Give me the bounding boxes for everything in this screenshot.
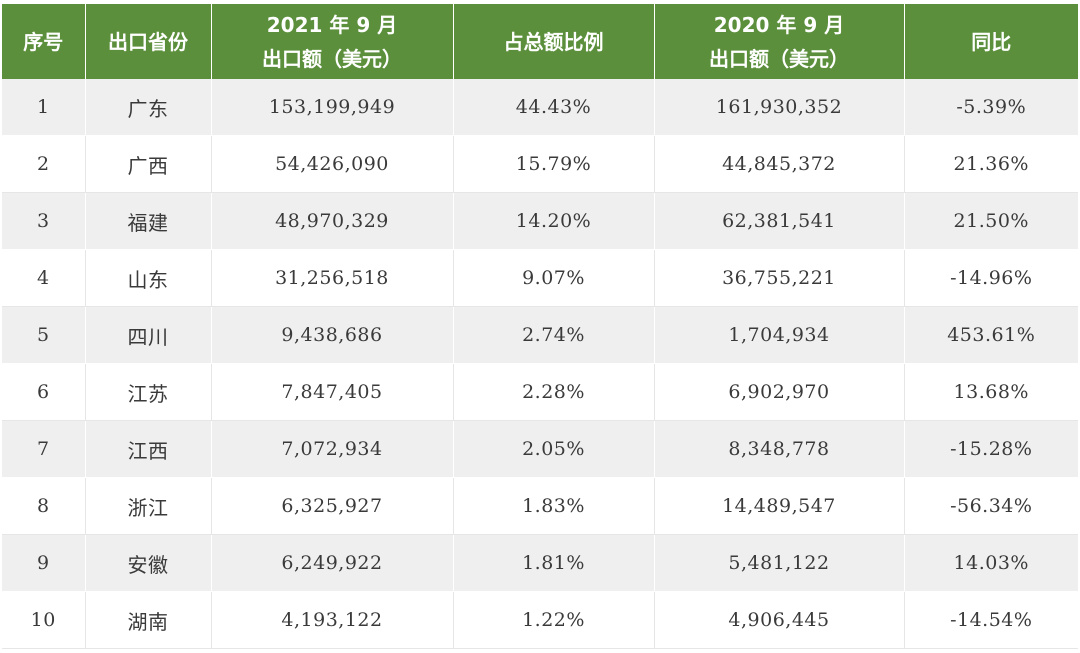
header-yoy: 同比: [904, 4, 1078, 79]
cell-index: 1: [2, 79, 86, 136]
cell-share: 44.43%: [453, 79, 655, 136]
cell-yoy: -15.28%: [904, 420, 1078, 478]
cell-export-2020: 44,845,372: [654, 135, 905, 193]
cell-share: 14.20%: [453, 192, 655, 250]
cell-export-2021: 6,325,927: [211, 477, 454, 535]
table-row: 7 江西 7,072,934 2.05% 8,348,778 -15.28%: [2, 420, 1078, 478]
cell-share: 1.22%: [453, 591, 655, 649]
cell-province: 广东: [85, 79, 212, 136]
header-label-line: 出口额（美元）: [709, 46, 849, 71]
header-export-2020-sep: 2020 年 9 月出口额（美元）: [654, 4, 905, 79]
cell-share: 2.05%: [453, 420, 655, 478]
cell-export-2020: 161,930,352: [654, 79, 905, 136]
cell-index: 4: [2, 249, 86, 307]
table-header: 序号 出口省份 2021 年 9 月出口额（美元） 占总额比例 2020 年 9 月出口…: [2, 4, 1078, 79]
cell-province: 江西: [85, 420, 212, 478]
cell-yoy: -14.96%: [904, 249, 1078, 307]
cell-yoy: -5.39%: [904, 79, 1078, 136]
cell-yoy: 14.03%: [904, 534, 1078, 592]
cell-export-2021: 9,438,686: [211, 306, 454, 364]
cell-export-2020: 6,902,970: [654, 363, 905, 421]
header-export-2021-sep: 2021 年 9 月出口额（美元）: [211, 4, 454, 79]
cell-export-2021: 31,256,518: [211, 249, 454, 307]
cell-index: 5: [2, 306, 86, 364]
cell-index: 6: [2, 363, 86, 421]
cell-export-2021: 4,193,122: [211, 591, 454, 649]
header-province: 出口省份: [85, 4, 212, 79]
table-row: 9 安徽 6,249,922 1.81% 5,481,122 14.03%: [2, 534, 1078, 592]
header-label-line: 2021 年 9 月: [266, 12, 398, 37]
cell-yoy: 21.50%: [904, 192, 1078, 250]
cell-yoy: 453.61%: [904, 306, 1078, 364]
cell-index: 8: [2, 477, 86, 535]
cell-export-2021: 54,426,090: [211, 135, 454, 193]
cell-share: 2.74%: [453, 306, 655, 364]
cell-yoy: -14.54%: [904, 591, 1078, 649]
cell-export-2020: 5,481,122: [654, 534, 905, 592]
cell-export-2021: 7,847,405: [211, 363, 454, 421]
table-row: 3 福建 48,970,329 14.20% 62,381,541 21.50%: [2, 192, 1078, 250]
header-index: 序号: [2, 4, 86, 79]
cell-province: 安徽: [85, 534, 212, 592]
cell-province: 福建: [85, 192, 212, 250]
header-label-line: 占总额比例: [503, 29, 604, 54]
cell-export-2020: 4,906,445: [654, 591, 905, 649]
cell-province: 广西: [85, 135, 212, 193]
cell-export-2020: 62,381,541: [654, 192, 905, 250]
export-table-container: 序号 出口省份 2021 年 9 月出口额（美元） 占总额比例 2020 年 9 月出口…: [2, 4, 1078, 649]
table-row: 10 湖南 4,193,122 1.22% 4,906,445 -14.54%: [2, 591, 1078, 649]
cell-province: 湖南: [85, 591, 212, 649]
cell-index: 3: [2, 192, 86, 250]
header-label-line: 序号: [23, 29, 64, 54]
cell-export-2020: 36,755,221: [654, 249, 905, 307]
cell-province: 浙江: [85, 477, 212, 535]
cell-export-2020: 8,348,778: [654, 420, 905, 478]
header-label-line: 出口额（美元）: [262, 46, 402, 71]
cell-yoy: 13.68%: [904, 363, 1078, 421]
table-row: 6 江苏 7,847,405 2.28% 6,902,970 13.68%: [2, 363, 1078, 421]
cell-export-2020: 1,704,934: [654, 306, 905, 364]
cell-export-2021: 6,249,922: [211, 534, 454, 592]
header-label-line: 2020 年 9 月: [713, 12, 845, 37]
cell-share: 2.28%: [453, 363, 655, 421]
table-body: 1 广东 153,199,949 44.43% 161,930,352 -5.39% 2 广西…: [2, 79, 1078, 649]
cell-share: 1.81%: [453, 534, 655, 592]
cell-province: 江苏: [85, 363, 212, 421]
cell-export-2021: 7,072,934: [211, 420, 454, 478]
cell-share: 1.83%: [453, 477, 655, 535]
cell-yoy: 21.36%: [904, 135, 1078, 193]
table-row: 1 广东 153,199,949 44.43% 161,930,352 -5.39%: [2, 79, 1078, 136]
cell-index: 9: [2, 534, 86, 592]
cell-export-2021: 48,970,329: [211, 192, 454, 250]
cell-yoy: -56.34%: [904, 477, 1078, 535]
cell-index: 2: [2, 135, 86, 193]
table-row: 5 四川 9,438,686 2.74% 1,704,934 453.61%: [2, 306, 1078, 364]
table-row: 4 山东 31,256,518 9.07% 36,755,221 -14.96%: [2, 249, 1078, 307]
table-row: 2 广西 54,426,090 15.79% 44,845,372 21.36%: [2, 135, 1078, 193]
cell-share: 15.79%: [453, 135, 655, 193]
export-table: 序号 出口省份 2021 年 9 月出口额（美元） 占总额比例 2020 年 9 月出口…: [2, 4, 1078, 649]
header-share: 占总额比例: [453, 4, 655, 79]
cell-province: 四川: [85, 306, 212, 364]
cell-index: 10: [2, 591, 86, 649]
header-label-line: 出口省份: [108, 29, 188, 54]
header-label-line: 同比: [971, 29, 1012, 54]
table-row: 8 浙江 6,325,927 1.83% 14,489,547 -56.34%: [2, 477, 1078, 535]
cell-export-2020: 14,489,547: [654, 477, 905, 535]
cell-export-2021: 153,199,949: [211, 79, 454, 136]
cell-province: 山东: [85, 249, 212, 307]
header-row: 序号 出口省份 2021 年 9 月出口额（美元） 占总额比例 2020 年 9 月出口…: [2, 4, 1078, 79]
cell-index: 7: [2, 420, 86, 478]
cell-share: 9.07%: [453, 249, 655, 307]
